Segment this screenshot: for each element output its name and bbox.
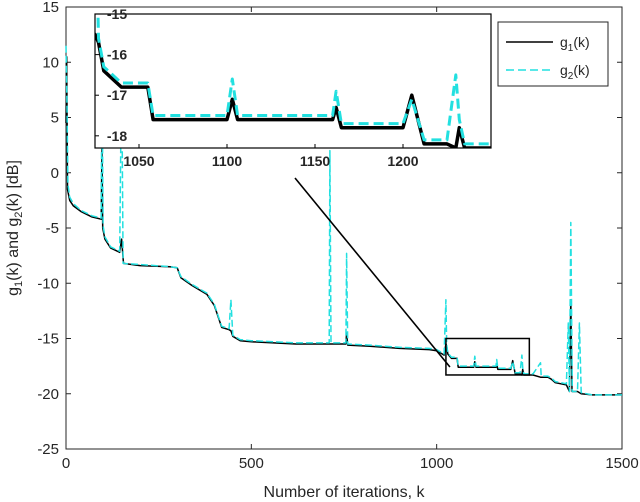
x-tick-labels: 0 500 1000 1500 [62,455,639,472]
y-tick-label: -15 [37,331,59,348]
y-axis-title: g1(k) and g2(k) [dB] [5,160,25,296]
inset-y-tick-label: -16 [107,47,127,63]
x-axis-title: Number of iterations, k [264,484,426,501]
inset-plot: 1050 1100 1150 1200 -15 -16 -17 -18 [94,6,492,169]
y-tick-label: -10 [37,275,59,292]
inset-y-tick-labels: -15 -16 -17 -18 [107,6,127,144]
y-axis-title-sub1: 1 [13,281,25,287]
legend-box [497,21,609,87]
legend-label-base: g [560,62,568,78]
inset-x-tick-label: 1100 [212,153,243,169]
y-axis-title-end: (k) [dB] [5,160,22,212]
main-tick-marks [65,6,623,450]
inset-y-tick-label: -18 [107,128,127,144]
y-tick-label: 5 [51,110,59,127]
series-line-g1 [65,55,622,396]
inset-series-group [95,14,491,148]
inset-x-tick-label: 1150 [300,153,331,169]
y-axis-title-g1: g [5,287,22,296]
legend-label-base: g [560,34,568,50]
legend-label-sub: 2 [568,71,574,82]
y-tick-label: -25 [37,441,59,458]
inset-y-tick-label: -17 [107,87,127,103]
inset-x-tick-label: 1200 [387,153,418,169]
inset-tick-marks [95,13,404,148]
y-tick-label: 15 [42,0,59,16]
y-axis-title-mid: (k) and g [5,218,22,281]
x-tick-label: 1500 [605,455,638,472]
inset-y-tick-label: -15 [107,6,127,22]
legend-label-2: g2(k) [560,62,590,82]
y-tick-label: -5 [46,220,59,237]
y-tick-label: 10 [42,54,59,71]
y-axis-title-sub2: 2 [13,212,25,218]
zoom-region-box [445,337,531,376]
inset-plot-frame [94,13,492,149]
legend-label-sub: 1 [568,43,574,54]
zoom-connector-line [294,177,451,368]
x-tick-label: 500 [239,455,264,472]
y-tick-label: 0 [51,165,59,182]
inset-series-line-g1 [95,32,491,148]
x-tick-label: 1000 [420,455,453,472]
inset-x-tick-labels: 1050 1100 1150 1200 [123,153,418,169]
inset-x-tick-label: 1050 [123,153,154,169]
inset-series-line-g2 [96,14,491,146]
legend-entries: g1(k)g2(k) [506,34,590,82]
y-tick-labels: 15 10 5 0 -5 -10 -15 -20 -25 [37,0,59,458]
y-tick-label: -20 [37,386,59,403]
legend-label-end: (k) [573,34,589,50]
legend-label-end: (k) [573,62,589,78]
legend-label-1: g1(k) [560,34,590,54]
legend: g1(k)g2(k) [497,21,609,87]
x-tick-label: 0 [62,455,70,472]
